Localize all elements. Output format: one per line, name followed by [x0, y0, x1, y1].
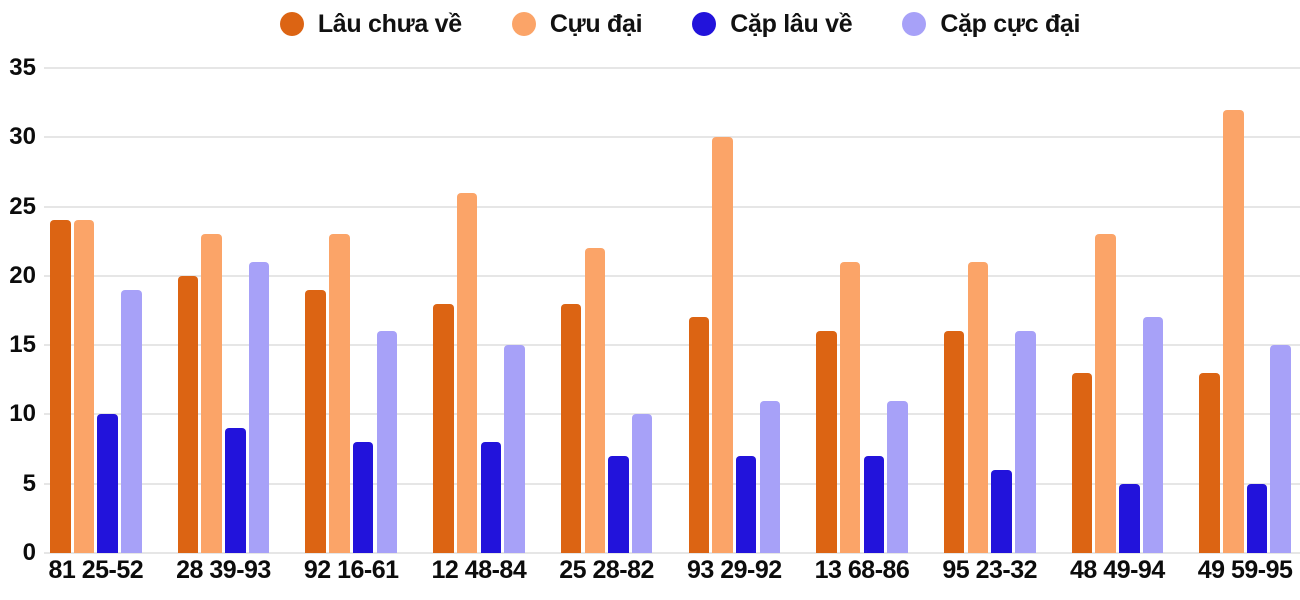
bar: [50, 220, 71, 553]
y-axis-tick-label: 25: [9, 192, 36, 220]
gridline: [44, 205, 1300, 208]
y-axis-tick-label: 0: [22, 539, 36, 566]
y-axis-tick-label: 15: [9, 331, 36, 359]
series-dot-icon: [279, 12, 304, 36]
bar: [943, 331, 965, 553]
x-axis-category-label: 13 68-86: [814, 556, 910, 584]
bar: [121, 289, 142, 553]
bar: [608, 456, 629, 553]
bar: [1142, 317, 1164, 553]
legend-label: Cặp lâu về: [730, 9, 853, 38]
x-axis-category-label: 92 16-61: [303, 556, 399, 584]
bar: [248, 262, 270, 553]
bar: [329, 234, 350, 553]
bar: [376, 331, 397, 553]
x-axis-category-label: 48 49-94: [1070, 556, 1165, 584]
bar: [433, 303, 454, 553]
bar: [225, 428, 246, 553]
bar: [712, 137, 733, 553]
bar: [816, 331, 837, 553]
gridline: [44, 413, 1300, 416]
bar: [967, 262, 989, 553]
bar: [201, 234, 222, 553]
legend-label: Cựu đại: [549, 9, 643, 38]
gridline: [44, 274, 1300, 277]
legend-item-cap-cuc-dai: Cặp cực đại: [902, 10, 1080, 39]
bar: [735, 456, 757, 553]
chart-legend: Lâu chưa về Cựu đại Cặp lâu về Cặp cực đ…: [0, 5, 1300, 43]
y-axis-tick-label: 35: [9, 54, 36, 81]
bar: [177, 275, 199, 553]
bar: [97, 414, 118, 553]
bar: [759, 400, 781, 553]
y-axis-tick-label: 20: [9, 261, 36, 289]
legend-item-cap-lau-ve: Cặp lâu về: [692, 9, 853, 39]
bar: [504, 345, 525, 553]
bar: [305, 289, 326, 553]
legend-label: Cặp cực đại: [940, 9, 1081, 38]
y-axis-tick-label: 5: [22, 469, 36, 497]
x-axis-category-label: 12 48-84: [431, 556, 527, 584]
y-axis-tick-label: 30: [9, 123, 36, 151]
bar: [456, 192, 478, 553]
bar: [1246, 483, 1268, 553]
x-axis-category-label: 95 23-32: [942, 556, 1038, 584]
bar: [73, 220, 95, 553]
x-axis-category-label: 28 39-93: [176, 556, 271, 584]
x-axis-category-label: 49 59-95: [1197, 556, 1293, 584]
x-axis-category-label: 25 28-82: [559, 556, 654, 584]
bar: [1270, 345, 1291, 553]
bar: [991, 469, 1012, 553]
series-dot-icon: [511, 12, 536, 36]
bar: [584, 248, 605, 553]
legend-item-cuu-dai: Cựu đại: [511, 9, 643, 39]
bar: [887, 400, 908, 553]
legend-label: Lâu chưa về: [317, 9, 462, 38]
legend-item-lau-chua-ve: Lâu chưa về: [279, 9, 462, 39]
gridline: [44, 136, 1300, 139]
bar: [839, 262, 861, 553]
y-axis-tick-label: 10: [9, 400, 36, 428]
bar: [1119, 483, 1140, 553]
gridline: [44, 482, 1300, 485]
bar: [688, 317, 709, 553]
bar: [1015, 331, 1036, 553]
series-dot-icon: [902, 12, 927, 36]
bar: [560, 303, 582, 553]
x-axis-category-label: 81 25-52: [48, 556, 144, 584]
bar: [352, 442, 374, 553]
gridline: [44, 67, 1300, 69]
bar: [1095, 234, 1116, 553]
gridline: [44, 344, 1300, 347]
bar: [1071, 372, 1093, 553]
bar: [1199, 372, 1220, 553]
x-axis-category-label: 93 29-92: [686, 556, 782, 584]
bar: [1223, 109, 1244, 553]
bar: [480, 442, 501, 553]
bar: [631, 414, 653, 553]
gridline: [44, 552, 1300, 554]
bar: [863, 456, 885, 553]
series-dot-icon: [692, 12, 717, 36]
